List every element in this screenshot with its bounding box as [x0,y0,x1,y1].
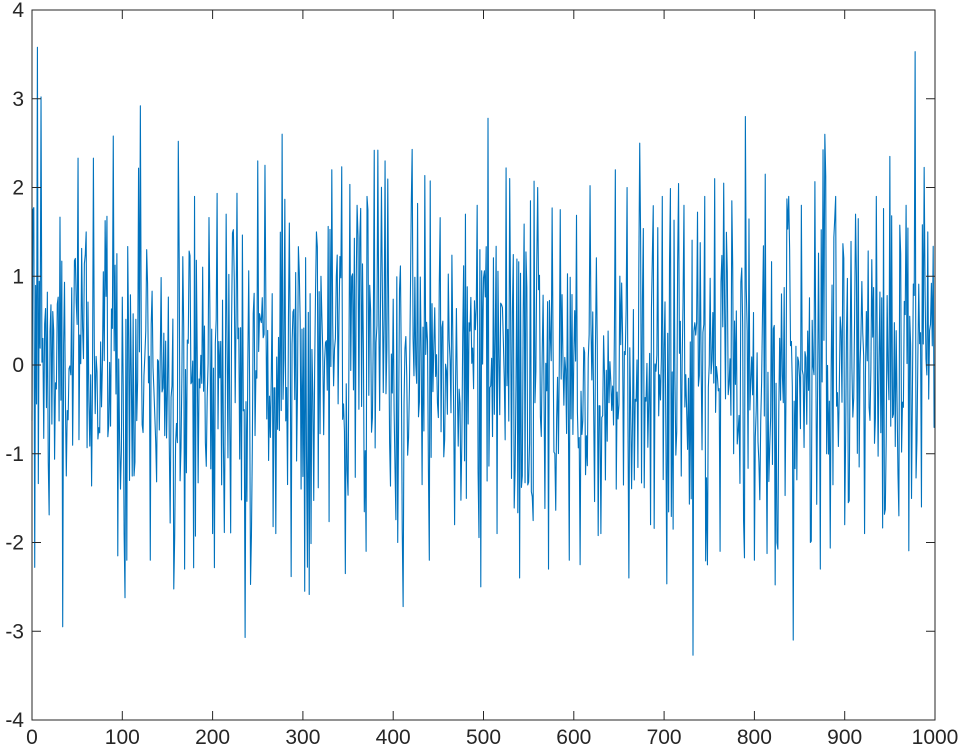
y-tick-label: 0 [12,354,24,377]
noise-series-line [31,46,935,656]
x-tick-label: 700 [647,726,682,749]
x-tick-label: 100 [105,726,140,749]
y-tick-label: 4 [12,0,24,22]
y-tick-label: 3 [12,88,24,111]
x-tick-label: 1000 [912,726,958,749]
x-tick-label: 900 [827,726,862,749]
y-tick-label: -1 [5,443,24,466]
y-tick-label: -2 [5,532,24,555]
x-tick-label: 500 [466,726,501,749]
y-tick-label: -4 [5,709,24,732]
x-tick-label: 200 [195,726,230,749]
x-tick-label: 400 [376,726,411,749]
x-tick-label: 600 [556,726,591,749]
x-tick-label: 300 [285,726,320,749]
y-tick-label: -3 [5,620,24,643]
y-tick-label: 1 [12,265,24,288]
x-tick-label: 0 [26,726,38,749]
y-tick-label: 2 [12,177,24,200]
x-tick-label: 800 [737,726,772,749]
